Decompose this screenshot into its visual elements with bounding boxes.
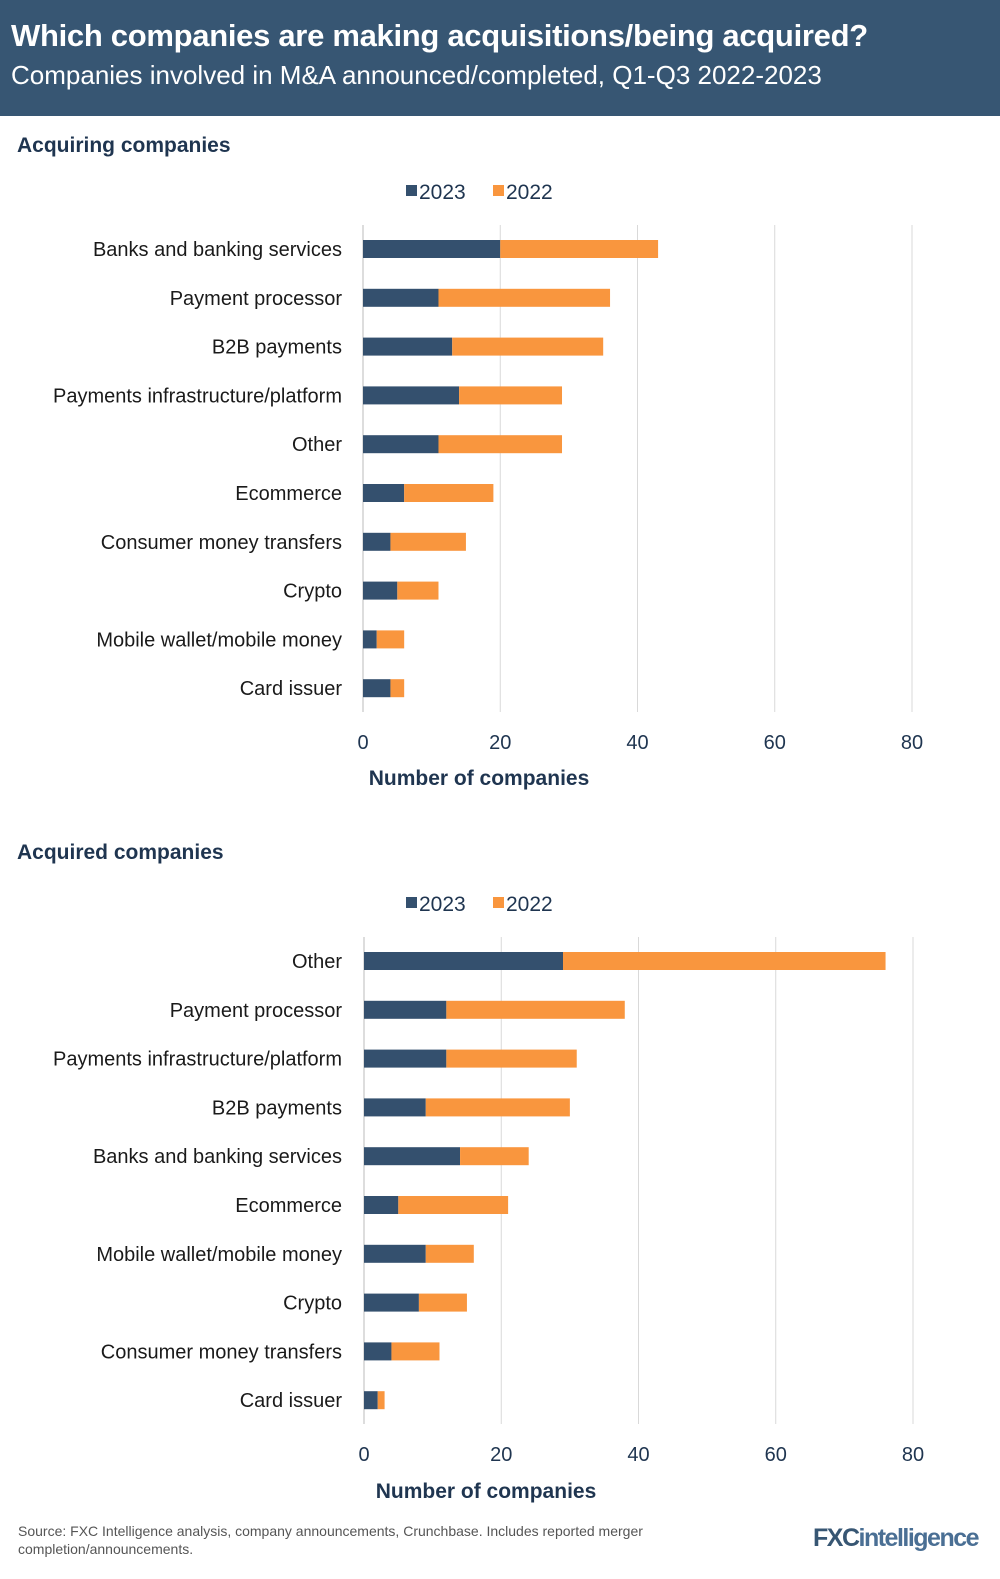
legend-swatch-2022 (493, 897, 504, 908)
bar-2022 (459, 386, 563, 405)
bar-2023 (363, 386, 460, 405)
bar-2023 (363, 435, 439, 454)
bar-2022 (425, 1244, 474, 1263)
category-label: Consumer money transfers (101, 532, 342, 554)
category-label: Mobile wallet/mobile money (96, 629, 342, 651)
category-label: Crypto (283, 1293, 342, 1315)
fxc-logo: FXCintelligence (813, 1524, 980, 1552)
bar-2023 (364, 1049, 447, 1068)
chart-acquiring: 2023 2022 0 20 40 60 80 Banks and banking servi… (53, 181, 923, 790)
legend-label-2023: 2023 (419, 893, 466, 916)
x-tick-label: 0 (358, 1444, 369, 1466)
category-label: Other (292, 434, 342, 456)
bar-2022 (391, 1342, 440, 1361)
bar-2022 (418, 1293, 467, 1312)
chart-title-acquiring: Acquiring companies (17, 134, 231, 157)
bar-2022 (452, 337, 604, 356)
legend-label-2022: 2022 (506, 181, 553, 204)
bar-2022 (438, 288, 611, 307)
category-label: Payment processor (170, 288, 343, 310)
bar-2023 (364, 952, 564, 970)
bar-2023 (364, 1147, 461, 1166)
legend-label-2022: 2022 (506, 893, 553, 916)
bar-2023 (363, 484, 405, 502)
category-label: Payments infrastructure/platform (53, 385, 342, 407)
bar-2022 (438, 435, 563, 454)
x-tick-label: 80 (901, 732, 923, 754)
category-label: Payments infrastructure/platform (53, 1049, 342, 1071)
category-label: Consumer money transfers (101, 1341, 342, 1363)
bar-2023 (363, 240, 501, 258)
x-tick-label: 0 (357, 732, 368, 754)
bar-2022 (377, 1391, 385, 1410)
chart-title-acquired: Acquired companies (17, 841, 224, 864)
category-label: B2B payments (212, 1097, 342, 1119)
legend-swatch-2022 (493, 185, 504, 196)
category-label: Crypto (283, 581, 342, 603)
category-label: Ecommerce (235, 1195, 342, 1217)
bar-2023 (364, 1342, 392, 1361)
x-tick-label: 20 (490, 1444, 512, 1466)
bar-2023 (363, 532, 391, 551)
x-axis-title: Number of companies (369, 767, 590, 790)
bar-2022 (398, 1196, 509, 1214)
bar-2023 (364, 1000, 447, 1019)
x-tick-label: 60 (765, 1444, 787, 1466)
bar-2022 (425, 1098, 570, 1117)
category-label: Other (292, 951, 342, 973)
page-subtitle: Companies involved in M&A announced/comp… (11, 60, 822, 90)
bar-2023 (364, 1196, 399, 1214)
category-label: Payment processor (170, 1000, 343, 1022)
bar-2022 (397, 581, 439, 600)
bar-2022 (500, 240, 659, 258)
x-tick-label: 60 (764, 732, 786, 754)
bar-2022 (404, 484, 494, 502)
bar-2022 (446, 1000, 625, 1019)
category-label: B2B payments (212, 337, 342, 359)
bar-2023 (364, 1391, 378, 1410)
category-label: Banks and banking services (93, 239, 342, 261)
header-banner: Which companies are making acquisitions/… (0, 0, 1000, 116)
chart-acquired: 2023 2022 0 20 40 60 80 Other Payment processor P… (53, 893, 924, 1503)
bar-2022 (390, 679, 405, 698)
x-axis-title: Number of companies (376, 1480, 597, 1503)
bar-2023 (364, 1293, 419, 1312)
page-title: Which companies are making acquisitions/… (11, 18, 868, 53)
bar-2022 (390, 532, 466, 551)
x-tick-label: 40 (626, 732, 648, 754)
bar-2023 (364, 1098, 426, 1117)
bar-2022 (446, 1049, 577, 1068)
x-tick-label: 20 (489, 732, 511, 754)
bar-2022 (563, 952, 886, 970)
bar-2023 (363, 679, 391, 698)
bar-2022 (376, 630, 405, 649)
category-label: Mobile wallet/mobile money (96, 1244, 342, 1266)
category-label: Banks and banking services (93, 1146, 342, 1168)
category-label: Card issuer (240, 678, 343, 700)
category-label: Ecommerce (235, 483, 342, 505)
bar-2023 (363, 288, 439, 307)
legend-swatch-2023 (406, 897, 417, 908)
bar-2023 (364, 1244, 426, 1263)
x-tick-label: 80 (902, 1444, 924, 1466)
source-note: Source: FXC Intelligence analysis, compa… (18, 1523, 643, 1557)
bar-2023 (363, 630, 377, 649)
legend-swatch-2023 (406, 185, 417, 196)
bar-2023 (363, 581, 398, 600)
x-tick-label: 40 (627, 1444, 649, 1466)
bar-2022 (460, 1147, 529, 1166)
category-label: Card issuer (240, 1390, 343, 1412)
bar-2023 (363, 337, 453, 356)
legend-label-2023: 2023 (419, 181, 466, 204)
